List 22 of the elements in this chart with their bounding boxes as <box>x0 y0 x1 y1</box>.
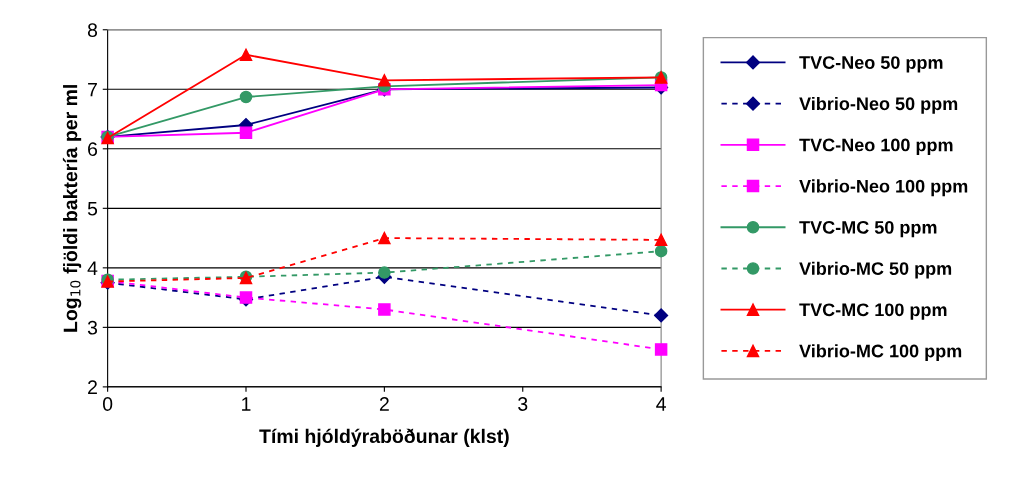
legend-label: Vibrio-Neo 50 ppm <box>799 96 958 114</box>
y-tick-label: 7 <box>88 82 97 97</box>
x-tick-label: 0 <box>102 397 113 411</box>
legend-label: Vibrio-MC 50 ppm <box>799 261 952 279</box>
legend-label: TVC-MC 100 ppm <box>799 303 947 320</box>
x-tick-label: 4 <box>656 397 666 411</box>
y-axis-title: Log$_{10}$ fjöldi baktería per ml <box>62 85 82 332</box>
y-tick-label: 4 <box>87 261 98 275</box>
y-tick-label: 5 <box>87 201 98 216</box>
x-axis-title: Tími hjóldýraböðunar (klst) <box>259 428 509 447</box>
y-tick-label: 2 <box>88 380 97 394</box>
x-tick-label: 3 <box>518 397 528 411</box>
x-tick-label: 2 <box>379 397 389 411</box>
legend-label: TVC-Neo 50 ppm <box>799 56 943 73</box>
y-tick-label: 8 <box>87 23 98 37</box>
y-tick-label: 3 <box>87 320 98 335</box>
y-tick-label: 6 <box>88 142 98 157</box>
legend-label: TVC-MC 50 ppm <box>799 220 937 238</box>
legend-label: TVC-Neo 100 ppm <box>799 138 953 155</box>
legend-label: Vibrio-Neo 100 ppm <box>799 179 968 197</box>
legend-label: Vibrio-MC 100 ppm <box>799 344 962 361</box>
x-tick-label: 1 <box>242 397 251 411</box>
